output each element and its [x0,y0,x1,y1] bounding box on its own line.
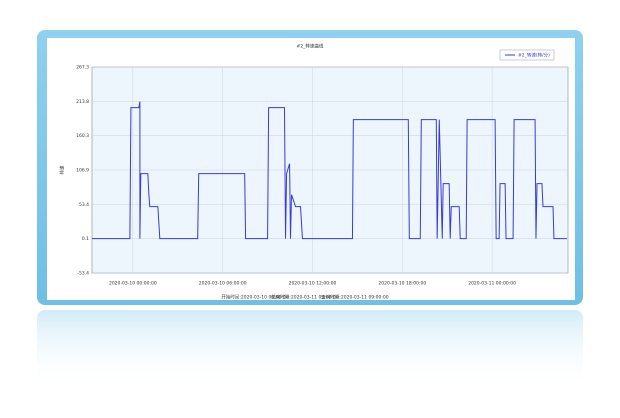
footer-text: 结束时间:2020-03-11 05:00:00 [271,294,338,301]
footer-text: 开始时间:2020-03-10 00:00:00 [221,294,288,301]
footer-text: 查询时间:2020-03-11 09:00:00 [321,294,388,301]
x-tick-label: 2020-03-11 00:00:00 [468,281,516,287]
chart-title: #2_转速曲线 [297,43,324,50]
y-tick-label: 106.9 [76,168,89,174]
x-tick-label: 2020-03-10 12:00:00 [289,281,337,287]
legend-label: #2_转速(转/分) [518,52,550,59]
x-tick-label: 2020-03-10 00:00:00 [109,281,157,287]
y-tick-label: 0.1 [82,236,89,242]
legend [499,49,555,61]
series-line [92,101,567,240]
y-tick-label: 160.3 [76,133,89,139]
x-tick-label: 2020-03-10 06:00:00 [199,281,247,287]
y-tick-label: -53.4 [77,271,89,277]
reflection [37,310,583,390]
y-tick-label: 267.3 [76,65,89,71]
x-tick-label: 2020-03-10 18:00:00 [378,281,426,287]
y-tick-label: 213.8 [76,99,89,105]
y-tick-label: 53.4 [79,202,89,208]
y-axis-label: 转速 [59,165,66,174]
